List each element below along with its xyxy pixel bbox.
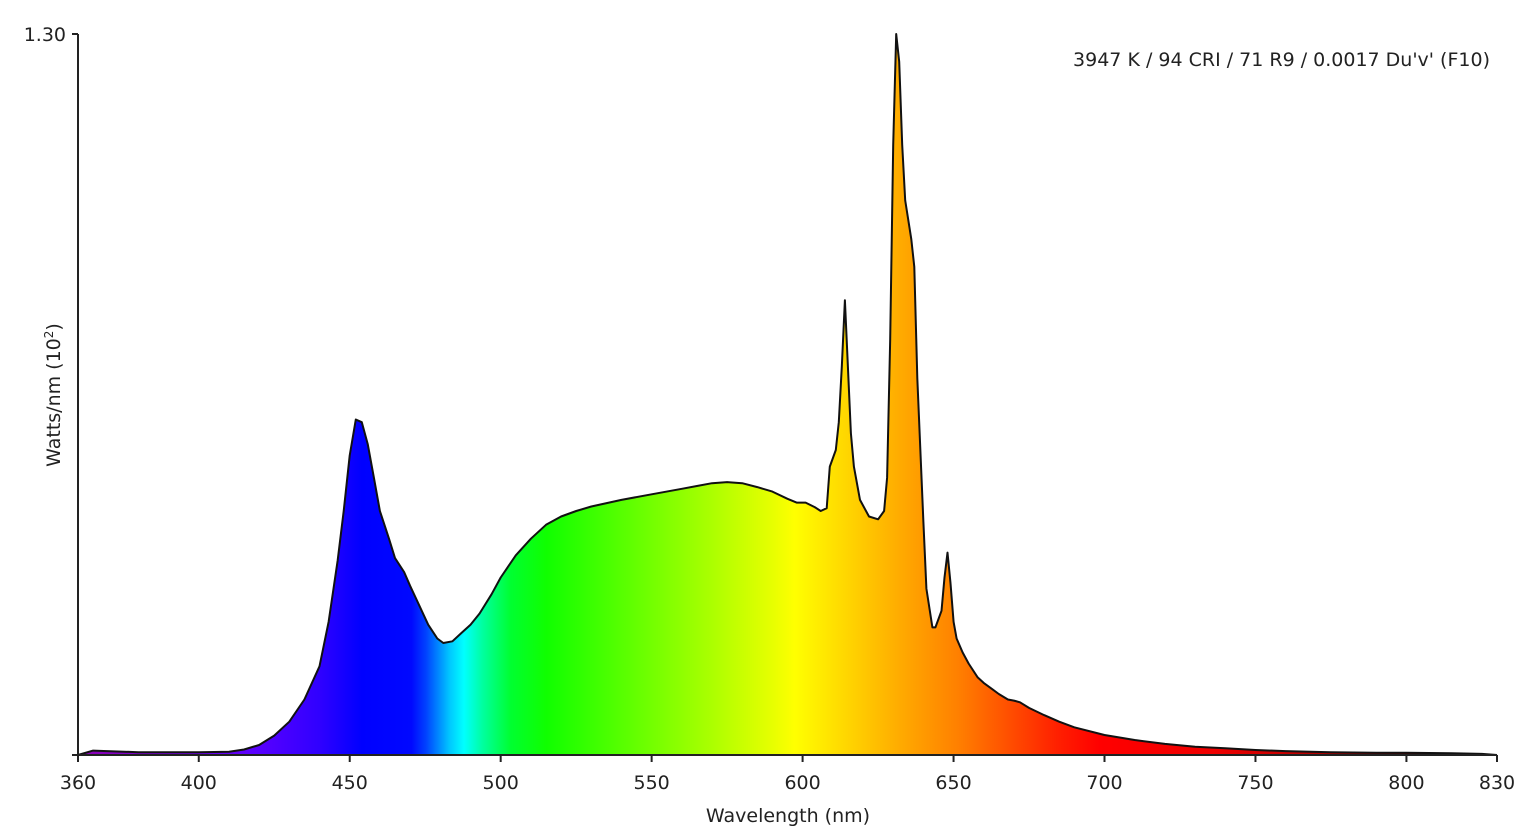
x-tick-label-450: 450: [332, 772, 368, 794]
axes: [72, 33, 1498, 762]
x-tick-label-700: 700: [1086, 772, 1122, 794]
x-tick-label-750: 750: [1237, 772, 1273, 794]
spectrum-area: [78, 34, 1497, 755]
x-tick-label-400: 400: [181, 772, 217, 794]
x-tick-label-600: 600: [784, 772, 820, 794]
x-tick-label-800: 800: [1388, 772, 1424, 794]
chart-annotation: 3947 K / 94 CRI / 71 R9 / 0.0017 Du'v' (…: [1073, 49, 1490, 71]
x-tick-label-360: 360: [60, 772, 96, 794]
y-axis-title: Watts/nm (102): [42, 323, 65, 467]
x-tick-label-500: 500: [483, 772, 519, 794]
spectrum-outline: [77, 33, 1498, 756]
x-tick-label-550: 550: [634, 772, 670, 794]
x-axis-title: Wavelength (nm): [706, 805, 870, 827]
x-tick-label-650: 650: [935, 772, 971, 794]
y-tick-label-top: 1.30: [24, 24, 66, 46]
plot-area: [77, 33, 1498, 756]
x-tick-label-830: 830: [1479, 772, 1515, 794]
x-axis-ticks: [77, 755, 1498, 762]
